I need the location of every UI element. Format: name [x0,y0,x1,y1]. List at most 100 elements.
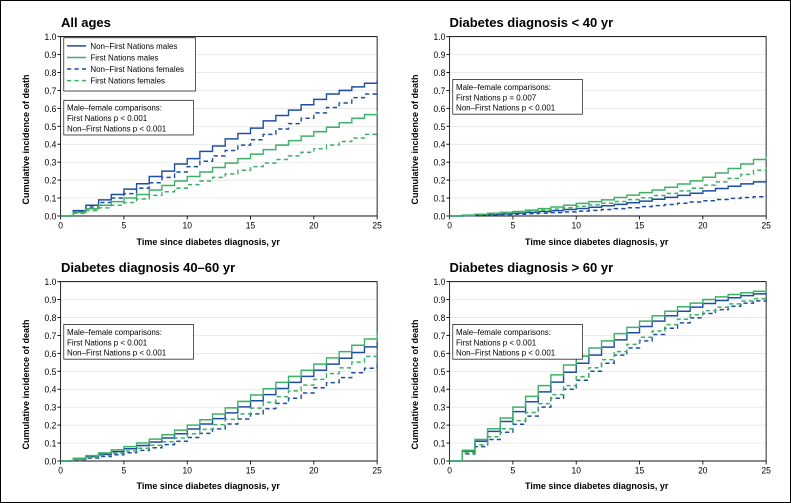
annotation-fn-line: First Nations p < 0.001 [67,336,148,346]
panel-gt60: Diabetes diagnosis > 60 yr Cumulative inc… [408,260,773,493]
annotation-nfn-line: Non–First Nations p < 0.001 [455,102,555,112]
svg-text:0.6: 0.6 [433,104,445,114]
svg-text:0.8: 0.8 [45,312,57,322]
annotation-heading: Male–female comparisons: [67,102,162,112]
svg-text:0.3: 0.3 [45,157,57,167]
chart-svg: 0.00.10.20.30.40.50.60.70.80.91.00510152… [422,32,773,235]
svg-text:0.2: 0.2 [433,420,445,430]
plot-area: 0.00.10.20.30.40.50.60.70.80.91.00510152… [33,32,384,235]
x-axis-label: Time since diabetes diagnosis, yr [422,479,773,491]
svg-text:0.5: 0.5 [45,366,57,376]
x-axis-label: Time since diabetes diagnosis, yr [33,235,384,247]
svg-text:0.7: 0.7 [433,86,445,96]
plot-area: 0.00.10.20.30.40.50.60.70.80.91.00510152… [33,277,384,480]
svg-text:0.4: 0.4 [45,384,57,394]
svg-text:10: 10 [571,465,581,475]
svg-text:0.2: 0.2 [45,420,57,430]
y-axis-label: Cumulative incidence of death [408,277,422,492]
series-fn_males [449,290,766,461]
svg-text:10: 10 [182,465,192,475]
svg-text:0.4: 0.4 [433,139,445,149]
annotation-heading: Male–female comparisons: [455,82,550,92]
svg-text:0.9: 0.9 [433,294,445,304]
plot-area: 0.00.10.20.30.40.50.60.70.80.91.00510152… [422,277,773,480]
x-axis-label: Time since diabetes diagnosis, yr [422,235,773,247]
svg-text:25: 25 [372,220,382,230]
svg-text:0.4: 0.4 [433,384,445,394]
svg-text:0.1: 0.1 [45,438,57,448]
svg-text:5: 5 [510,220,515,230]
chart-svg: 0.00.10.20.30.40.50.60.70.80.91.00510152… [422,277,773,480]
legend-label-fn_males: First Nations males [90,52,158,62]
svg-text:0.9: 0.9 [45,50,57,60]
legend-label-non_fn_males: Non–First Nations males [90,40,177,50]
svg-text:0.6: 0.6 [433,348,445,358]
svg-text:1.0: 1.0 [45,277,57,287]
panel-grid: All ages Cumulative incidence of death 0.0… [19,15,772,492]
svg-text:0.0: 0.0 [433,211,445,221]
annotation-nfn-line: Non–First Nations p < 0.001 [67,123,167,133]
svg-text:5: 5 [122,465,127,475]
panel-40_60: Diabetes diagnosis 40–60 yrCumulative in… [19,260,384,493]
svg-text:0.6: 0.6 [45,104,57,114]
svg-text:20: 20 [309,220,319,230]
series-fn_males [449,156,766,216]
annotation-fn-line: First Nations p < 0.001 [455,336,536,346]
svg-text:0.5: 0.5 [433,366,445,376]
series-non_fn_females [61,364,378,461]
plot-wrap: Cumulative incidence of death 0.0 0.1 0.2 0.… [408,277,773,492]
svg-text:0.4: 0.4 [45,139,57,149]
svg-text:25: 25 [372,465,382,475]
svg-text:0.0: 0.0 [45,211,57,221]
svg-text:0.2: 0.2 [433,175,445,185]
svg-text:0.5: 0.5 [45,121,57,131]
panel-lt40: Diabetes diagnosis < 40 yr Cumulative inc… [408,15,773,248]
svg-text:0.8: 0.8 [433,312,445,322]
svg-text:0: 0 [447,465,452,475]
svg-text:0.1: 0.1 [433,438,445,448]
svg-text:0.5: 0.5 [433,121,445,131]
svg-text:0: 0 [447,220,452,230]
y-axis-label: Cumulative incidence of death [19,32,33,247]
svg-text:1.0: 1.0 [433,277,445,287]
svg-text:15: 15 [634,465,644,475]
panel-title: Diabetes diagnosis > 60 yr [408,260,773,275]
svg-text:5: 5 [122,220,127,230]
annotation-nfn-line: Non–First Nations p < 0.001 [455,347,555,357]
annotation-heading: Male–female comparisons: [455,326,550,336]
plot-and-xlabel: 0.00.10.20.30.40.50.60.70.80.91.00510152… [33,277,384,492]
legend-label-non_fn_females: Non–First Nations females [90,64,184,74]
annotation-fn-line: First Nations p = 0.007 [455,92,536,102]
svg-text:0: 0 [58,220,63,230]
svg-text:0.6: 0.6 [45,348,57,358]
panel-title: All ages [19,15,384,30]
svg-text:0.1: 0.1 [45,193,57,203]
svg-text:25: 25 [761,465,771,475]
svg-text:10: 10 [571,220,581,230]
svg-text:0.3: 0.3 [433,402,445,412]
svg-text:1.0: 1.0 [45,32,57,42]
plot-wrap: Cumulative incidence of death0.00.10.20.… [19,277,384,492]
legend-label-fn_females: First Nations females [90,75,165,85]
chart-svg: 0.00.10.20.30.40.50.60.70.80.91.00510152… [33,277,384,480]
svg-text:25: 25 [761,220,771,230]
svg-text:0.3: 0.3 [433,157,445,167]
y-axis-label: Cumulative incidence of death [408,32,422,247]
svg-text:10: 10 [182,220,192,230]
svg-text:15: 15 [246,465,256,475]
svg-text:0.1: 0.1 [433,193,445,203]
svg-text:0.8: 0.8 [45,68,57,78]
plot-wrap: Cumulative incidence of death0.00.10.20.… [19,32,384,247]
svg-text:0.0: 0.0 [433,456,445,466]
svg-text:0.3: 0.3 [45,402,57,412]
plot-and-xlabel: 0.00.10.20.30.40.50.60.70.80.91.00510152… [422,32,773,247]
svg-text:15: 15 [246,220,256,230]
x-axis-label: Time since diabetes diagnosis, yr [33,479,384,491]
plot-wrap: Cumulative incidence of death 0.0 0.1 0.2 0.… [408,32,773,247]
panel-title: Diabetes diagnosis < 40 yr [408,15,773,30]
plot-area: 0.00.10.20.30.40.50.60.70.80.91.00510152… [422,32,773,235]
panel-title: Diabetes diagnosis 40–60 yr [19,260,384,275]
chart-svg: 0.00.10.20.30.40.50.60.70.80.91.00510152… [33,32,384,235]
svg-text:0.7: 0.7 [45,330,57,340]
svg-text:0: 0 [58,465,63,475]
